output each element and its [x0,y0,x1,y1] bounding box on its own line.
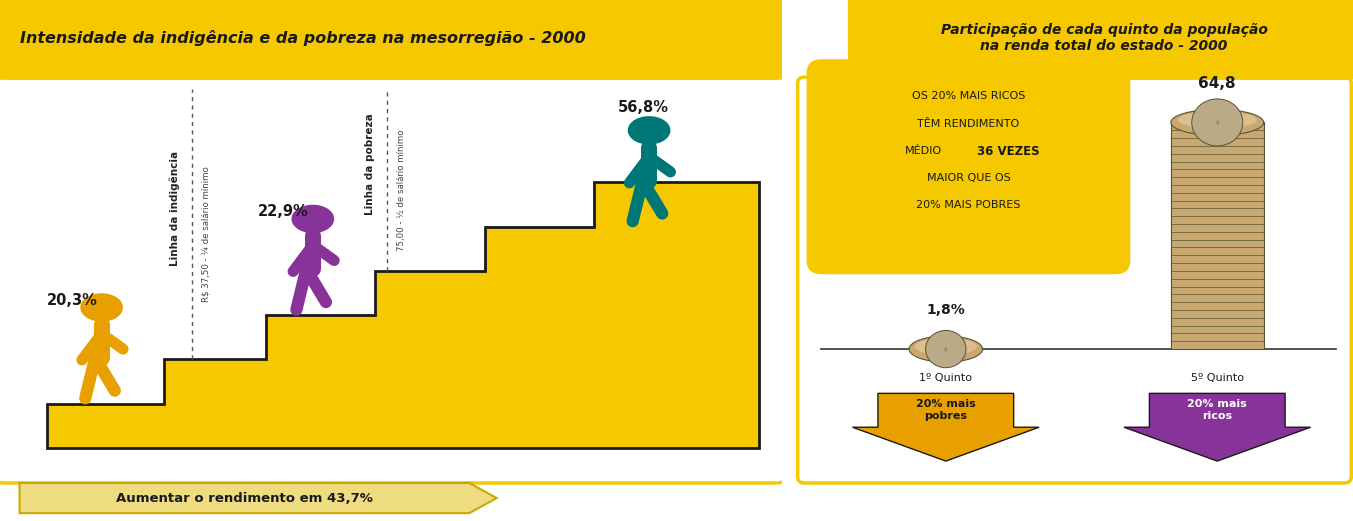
Circle shape [291,205,334,233]
Text: 75,00 - ½ de salário mínimo: 75,00 - ½ de salário mínimo [396,129,406,251]
Ellipse shape [915,338,977,355]
Circle shape [80,293,123,321]
Text: OS 20% MAIS RICOS: OS 20% MAIS RICOS [912,91,1026,102]
Text: MAIOR QUE OS: MAIOR QUE OS [927,173,1011,183]
FancyBboxPatch shape [0,77,786,483]
Polygon shape [852,393,1039,461]
Polygon shape [47,182,759,448]
Polygon shape [19,483,497,513]
Text: R$ 37,50 - ¼ de salário mínimo: R$ 37,50 - ¼ de salário mínimo [202,167,210,302]
Text: 1º Quinto: 1º Quinto [919,373,973,383]
Text: 1,8%: 1,8% [927,303,965,317]
Text: Linha da indigência: Linha da indigência [169,151,180,266]
Text: TÊM RENDIMENTO: TÊM RENDIMENTO [917,119,1020,129]
FancyBboxPatch shape [808,60,1130,274]
Text: Intensidade da indigência e da pobreza na mesorregião - 2000: Intensidade da indigência e da pobreza n… [19,30,586,46]
FancyBboxPatch shape [0,0,786,79]
Circle shape [1192,99,1243,146]
Text: 64,8: 64,8 [1199,76,1237,91]
Text: 36 VEZES: 36 VEZES [977,145,1039,157]
Text: 22,9%: 22,9% [258,204,308,219]
Ellipse shape [1178,111,1257,128]
Text: $: $ [1215,120,1219,125]
Text: MÉDIO: MÉDIO [905,146,942,156]
Text: 20% mais
ricos: 20% mais ricos [1188,400,1247,421]
Text: 20% MAIS POBRES: 20% MAIS POBRES [916,200,1020,210]
Text: Linha da pobreza: Linha da pobreza [365,113,375,215]
Text: 5º Quinto: 5º Quinto [1191,373,1243,383]
Text: Participação de cada quinto da população
na renda total do estado - 2000: Participação de cada quinto da população… [940,23,1268,53]
Text: 20% mais
pobres: 20% mais pobres [916,400,976,421]
Circle shape [925,330,966,368]
FancyBboxPatch shape [848,0,1353,79]
Text: Aumentar o rendimento em 43,7%: Aumentar o rendimento em 43,7% [116,492,373,504]
Ellipse shape [909,336,982,362]
Ellipse shape [1170,109,1264,135]
Polygon shape [1124,393,1311,461]
FancyBboxPatch shape [798,77,1352,483]
Text: $: $ [944,346,947,352]
FancyBboxPatch shape [1170,122,1264,349]
Text: 20,3%: 20,3% [47,293,97,308]
Text: 56,8%: 56,8% [618,100,668,115]
Circle shape [628,116,671,145]
